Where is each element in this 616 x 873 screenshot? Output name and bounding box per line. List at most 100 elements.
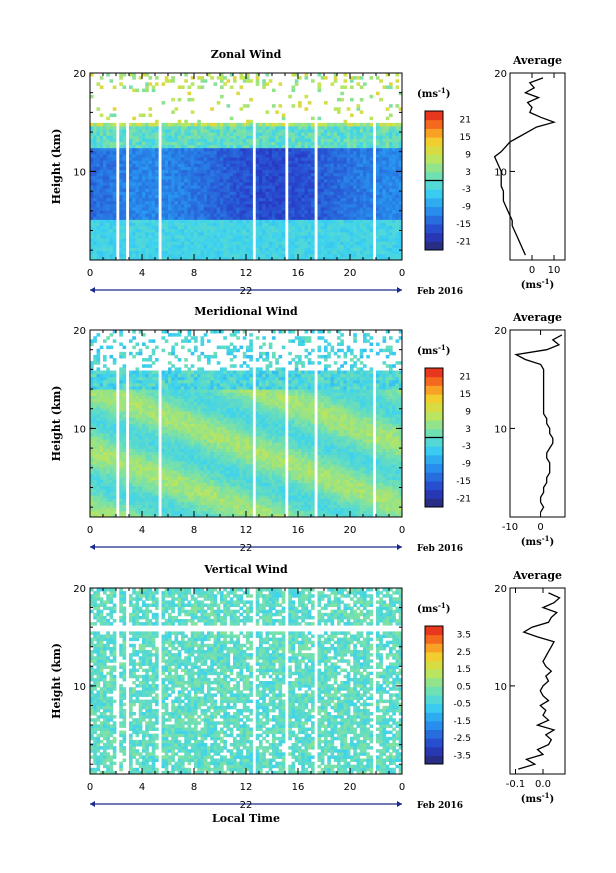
heatmap-cell [96,401,101,406]
heatmap-cell [389,188,393,192]
heatmap-cell [356,219,361,223]
heatmap-cell [122,203,127,208]
heatmap-cell [356,178,361,183]
heatmap-cell [226,157,231,161]
heatmap-cell [122,228,127,233]
heatmap-cell [220,188,224,192]
heatmap-cell [385,182,390,186]
heatmap-cell [389,228,393,233]
heatmap-cell [301,222,305,227]
heatmap-cell [109,194,114,199]
heatmap-cell [242,185,247,189]
heatmap-cell [99,166,104,171]
heatmap-cell [200,150,205,155]
heatmap-cell [298,222,302,227]
heatmap-cell [155,191,159,195]
heatmap-cell [96,135,101,139]
heatmap-cell [288,238,292,242]
heatmap-cell [246,154,250,158]
heatmap-cell [369,185,374,189]
heatmap-cell [194,219,198,223]
heatmap-cell [187,188,192,192]
heatmap-cell [259,238,263,242]
chart-title: Meridional Wind [194,305,298,318]
heatmap-cell [138,154,143,158]
heatmap-cell [145,85,149,89]
heatmap-cell [142,191,146,195]
heatmap-cell [376,169,380,174]
heatmap-cell [194,125,198,130]
heatmap-cell [229,197,234,202]
heatmap-cell [109,464,114,468]
heatmap-cell [337,231,341,236]
heatmap-cell [93,185,97,189]
heatmap-cell [382,150,387,155]
heatmap-cell [177,185,182,189]
heatmap-cell [190,244,195,248]
heatmap-cell [161,241,166,245]
heatmap-cell [226,250,231,255]
heatmap-cell [239,132,244,136]
heatmap-cell [363,247,367,252]
heatmap-cell [255,135,260,139]
heatmap-cell [242,104,247,108]
heatmap-cell [324,256,328,261]
heatmap-cell [129,178,133,183]
heatmap-cell [103,172,107,177]
heatmap-cell [363,241,367,245]
heatmap-cell [190,225,195,230]
heatmap-cell [135,200,140,205]
heatmap-cell [330,138,335,142]
heatmap-cell [376,182,380,186]
heatmap-cell [119,473,123,477]
heatmap-cell [168,125,172,130]
heatmap-cell [119,411,123,415]
heatmap-cell [337,250,341,255]
heatmap-cell [223,166,227,171]
heatmap-cell [356,216,361,220]
heatmap-cell [363,244,367,248]
colorbar-segment [425,163,443,173]
heatmap-cell [168,253,172,258]
heatmap-cell [366,203,370,208]
heatmap-cell [122,160,127,164]
heatmap-cell [181,135,185,139]
heatmap-cell [138,113,143,118]
heatmap-cell [138,389,143,393]
heatmap-cell [96,358,101,362]
heatmap-cell [379,238,383,242]
heatmap-cell [317,253,322,258]
heatmap-cell [294,203,299,208]
heatmap-cell [333,76,338,80]
heatmap-cell [330,150,335,155]
heatmap-cell [363,147,367,152]
heatmap-cell [389,185,393,189]
heatmap-cell [106,485,110,490]
heatmap-cell [135,429,140,434]
heatmap-cell [236,225,240,230]
heatmap-cell [249,150,253,155]
heatmap-cell [265,157,270,161]
y-axis-label: Height (km) [50,129,63,205]
heatmap-cell [359,138,364,142]
heatmap-cell [223,188,227,192]
heatmap-cell [177,125,182,130]
heatmap-cell [119,138,123,142]
heatmap-cell [382,207,387,211]
heatmap-cell [207,231,211,236]
heatmap-cell [122,411,127,415]
heatmap-cell [119,417,123,421]
heatmap-cell [275,141,279,146]
heatmap-cell [340,178,344,183]
heatmap-cell [109,225,114,230]
heatmap-cell [311,250,315,255]
heatmap-cell [333,129,338,133]
heatmap-cell [327,191,331,195]
heatmap-cell [99,188,104,192]
heatmap-cell [327,200,331,205]
heatmap-cell [311,231,315,236]
heatmap-cell [223,250,227,255]
heatmap-cell [291,150,296,155]
heatmap-cell [288,250,292,255]
heatmap-cell [278,244,283,248]
